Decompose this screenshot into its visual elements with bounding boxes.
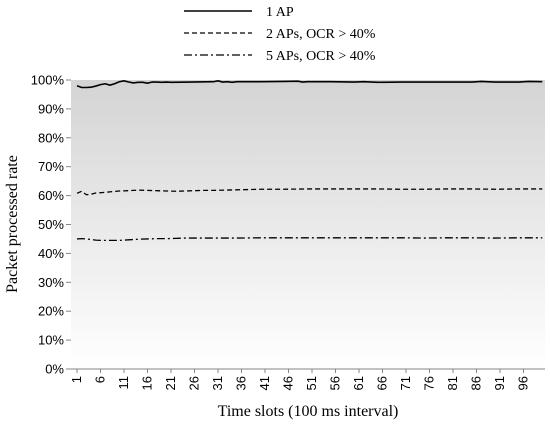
legend-label-3: 5 APs, OCR > 40% bbox=[266, 49, 376, 64]
y-tick-label: 10% bbox=[38, 333, 64, 348]
y-axis-title: Packet processed rate bbox=[4, 155, 21, 293]
x-axis-title: Time slots (100 ms interval) bbox=[218, 403, 399, 420]
x-tick-label: 21 bbox=[163, 376, 178, 390]
series-layer bbox=[76, 80, 543, 242]
legend-label-1: 1 AP bbox=[266, 5, 294, 20]
legend-label-2: 2 APs, OCR > 40% bbox=[266, 27, 376, 42]
x-tick-label: 1 bbox=[69, 376, 84, 383]
x-tick-label: 31 bbox=[210, 376, 225, 390]
x-tick-label: 16 bbox=[140, 376, 155, 390]
y-tick-label: 0% bbox=[45, 362, 64, 377]
x-tick-label: 76 bbox=[422, 376, 437, 390]
y-tick-label: 30% bbox=[38, 275, 64, 290]
x-axis: 1 6 11 16 21 26 31 36 41 46 51 56 61 66 71 76 81 86 91 96 bbox=[69, 369, 531, 390]
x-tick-label: 66 bbox=[375, 376, 390, 390]
x-tick-label: 36 bbox=[234, 376, 249, 390]
x-tick-label: 41 bbox=[257, 376, 272, 390]
x-tick-label: 91 bbox=[492, 376, 507, 390]
x-tick-label: 51 bbox=[304, 376, 319, 390]
legend: 1 AP 2 APs, OCR > 40% 5 APs, OCR > 40% bbox=[184, 5, 376, 64]
y-tick-label: 20% bbox=[38, 304, 64, 319]
plot-area bbox=[71, 80, 545, 369]
x-tick-label: 71 bbox=[398, 376, 413, 390]
y-tick-label: 40% bbox=[38, 246, 64, 261]
y-tick-label: 60% bbox=[38, 188, 64, 203]
y-tick-label: 50% bbox=[38, 217, 64, 232]
y-axis: 0% 10% 20% 30% 40% 50% 60% 70% 80% 90% 100% bbox=[31, 73, 71, 377]
x-tick-label: 26 bbox=[187, 376, 202, 390]
x-tick-label: 96 bbox=[516, 376, 531, 390]
x-tick-label: 86 bbox=[469, 376, 484, 390]
y-tick-label: 80% bbox=[38, 130, 64, 145]
x-tick-label: 56 bbox=[328, 376, 343, 390]
x-tick-label: 81 bbox=[445, 376, 460, 390]
y-tick-label: 70% bbox=[38, 159, 64, 174]
x-tick-label: 11 bbox=[116, 376, 131, 390]
y-tick-label: 90% bbox=[38, 101, 64, 116]
series-line-2 bbox=[76, 188, 543, 196]
y-tick-label: 100% bbox=[31, 73, 65, 88]
series-line-1 bbox=[76, 80, 543, 89]
x-tick-label: 6 bbox=[93, 376, 108, 383]
x-tick-label: 46 bbox=[281, 376, 296, 390]
x-tick-label: 61 bbox=[351, 376, 366, 390]
